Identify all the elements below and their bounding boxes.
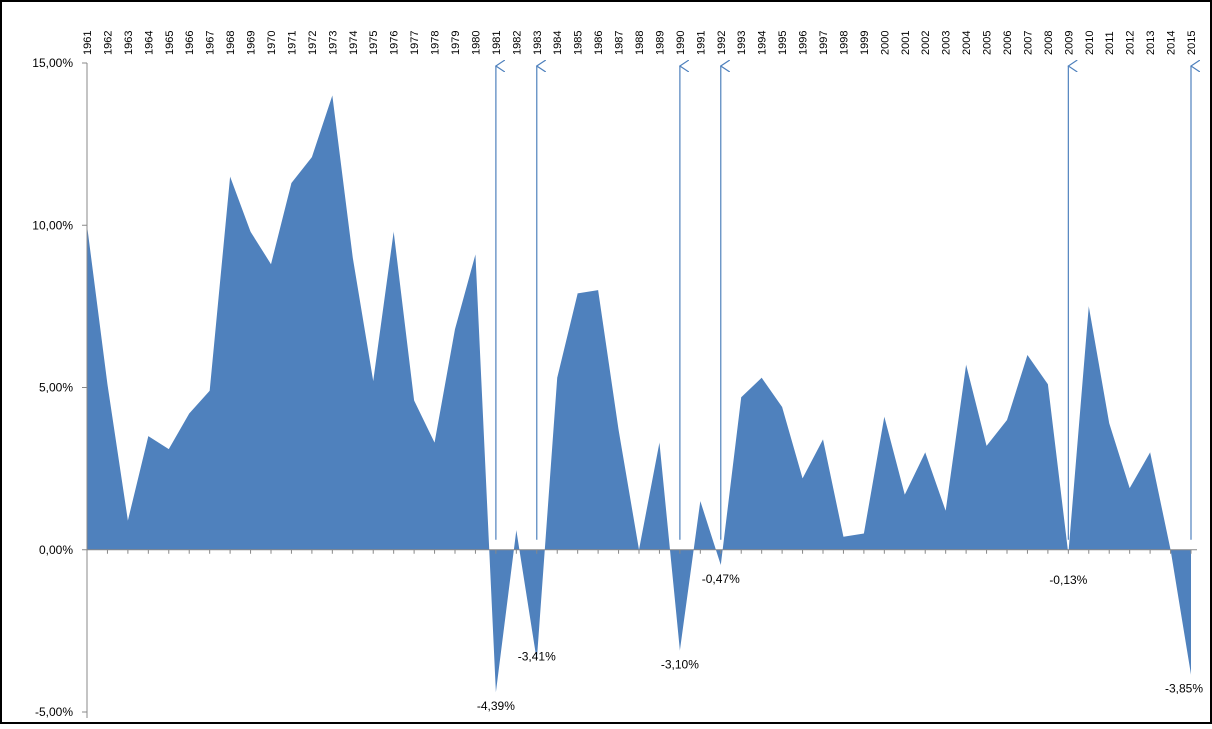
x-tick-label: 1982 — [511, 31, 523, 55]
y-tick-label: -5,00% — [35, 705, 73, 719]
x-tick-label: 2012 — [1125, 31, 1137, 55]
data-label: -3,10% — [661, 657, 699, 671]
x-tick-label: 1976 — [389, 31, 401, 55]
x-tick-label: 1979 — [450, 31, 462, 55]
x-tick-label: 2010 — [1084, 31, 1096, 55]
x-tick-label: 1992 — [716, 31, 728, 55]
x-tick-label: 2009 — [1063, 31, 1075, 55]
x-tick-label: 1966 — [184, 31, 196, 55]
x-tick-label: 1997 — [818, 31, 830, 55]
x-tick-label: 2007 — [1022, 31, 1034, 55]
x-tick-label: 1995 — [777, 31, 789, 55]
x-tick-label: 2001 — [900, 31, 912, 55]
x-tick-label: 2014 — [1166, 31, 1178, 55]
x-tick-label: 2013 — [1145, 31, 1157, 55]
x-tick-label: 1996 — [798, 31, 810, 55]
x-tick-label: 1964 — [143, 31, 155, 55]
x-tick-label: 1965 — [164, 31, 176, 55]
x-tick-label: 1968 — [225, 31, 237, 55]
x-tick-label: 2003 — [941, 31, 953, 55]
data-label: -3,85% — [1165, 682, 1203, 696]
data-label: -0,13% — [1049, 573, 1087, 587]
data-label: -3,41% — [518, 649, 556, 663]
x-tick-label: 2000 — [879, 31, 891, 55]
y-tick-label: 5,00% — [39, 381, 73, 395]
x-tick-label: 1980 — [470, 31, 482, 55]
x-tick-label: 1978 — [430, 31, 442, 55]
x-tick-label: 1990 — [675, 31, 687, 55]
x-tick-label: 1989 — [654, 31, 666, 55]
x-tick-label: 1993 — [736, 31, 748, 55]
x-tick-label: 1967 — [205, 31, 217, 55]
x-tick-label: 1991 — [695, 31, 707, 55]
x-tick-label: 2005 — [982, 31, 994, 55]
x-tick-label: 2011 — [1104, 31, 1116, 55]
x-tick-label: 1975 — [368, 31, 380, 55]
y-tick-label: 10,00% — [32, 218, 73, 232]
x-tick-label: 1987 — [614, 31, 626, 55]
x-tick-label: 1994 — [757, 31, 769, 55]
x-tick-label: 2002 — [920, 31, 932, 55]
x-tick-label: 1983 — [532, 31, 544, 55]
x-tick-label: 1961 — [82, 31, 94, 55]
data-label: -0,47% — [702, 572, 740, 586]
x-tick-label: 1974 — [348, 31, 360, 55]
x-tick-label: 1999 — [859, 31, 871, 55]
x-tick-label: 1971 — [286, 31, 298, 55]
x-tick-label: 1977 — [409, 31, 421, 55]
x-tick-label: 1984 — [552, 31, 564, 55]
x-tick-label: 1962 — [102, 31, 114, 55]
x-tick-label: 1998 — [838, 31, 850, 55]
x-tick-label: 1970 — [266, 31, 278, 55]
x-tick-label: 1969 — [246, 31, 258, 55]
x-tick-label: 2004 — [961, 31, 973, 55]
x-tick-label: 1973 — [327, 31, 339, 55]
x-tick-label: 1981 — [491, 31, 503, 55]
y-tick-label: 0,00% — [39, 543, 73, 557]
x-tick-label: 1963 — [123, 31, 135, 55]
x-tick-label: 2015 — [1186, 31, 1198, 55]
x-tick-label: 2006 — [1002, 31, 1014, 55]
x-tick-label: 1972 — [307, 31, 319, 55]
x-tick-label: 1985 — [573, 31, 585, 55]
x-tick-label: 1988 — [634, 31, 646, 55]
x-tick-label: 2008 — [1043, 31, 1055, 55]
data-label: -4,39% — [477, 699, 515, 713]
y-tick-label: 15,00% — [32, 56, 73, 70]
x-tick-label: 1986 — [593, 31, 605, 55]
